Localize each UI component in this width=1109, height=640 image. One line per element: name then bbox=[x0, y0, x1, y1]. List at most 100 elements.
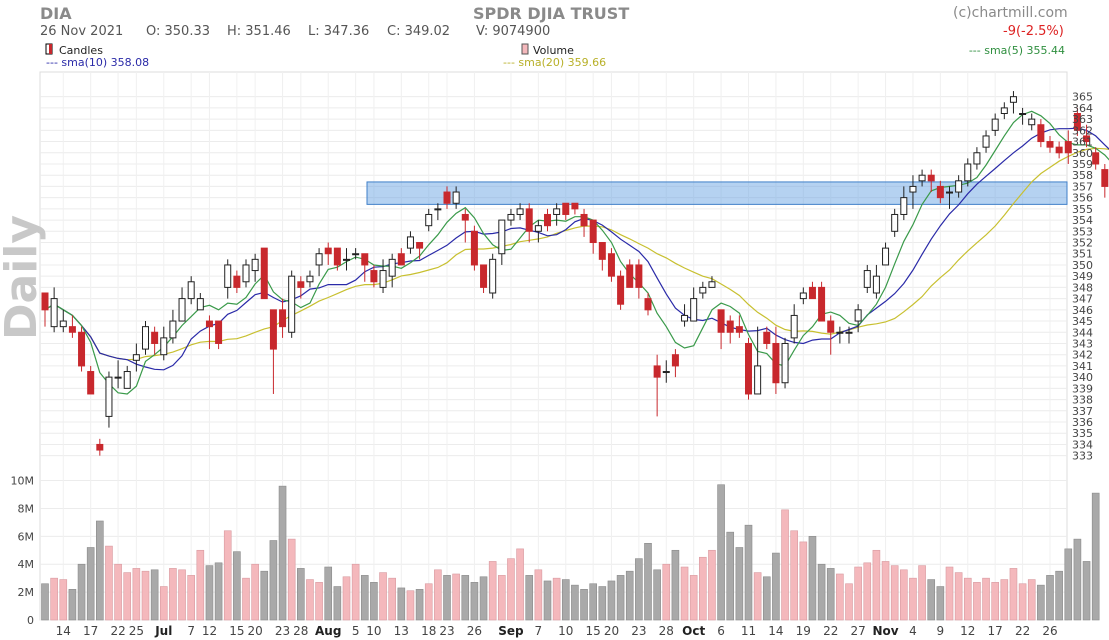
price-tick-label: 365 bbox=[1072, 91, 1093, 104]
volume-bar bbox=[817, 563, 826, 621]
low-label: L: 347.36 bbox=[308, 24, 370, 39]
volume-bar bbox=[762, 576, 771, 621]
candle-body bbox=[799, 292, 807, 300]
volume-bar bbox=[415, 589, 424, 621]
candle-body bbox=[397, 253, 405, 266]
candle-body bbox=[699, 286, 707, 294]
volume-bar bbox=[1009, 568, 1018, 621]
volume-bar bbox=[653, 569, 661, 621]
candle-body bbox=[790, 314, 798, 339]
candle-body bbox=[882, 247, 890, 266]
candle-body bbox=[726, 320, 734, 333]
candle-body bbox=[653, 365, 661, 378]
candle-body bbox=[854, 309, 862, 322]
date-label: 26 Nov 2021 bbox=[40, 24, 124, 39]
copyright-label: (c)chartmill.com bbox=[953, 5, 1068, 21]
price-tick-label: 346 bbox=[1072, 304, 1093, 317]
time-tick-label: 7 bbox=[187, 624, 195, 638]
volume-bar bbox=[351, 563, 360, 621]
candle-body bbox=[1019, 113, 1027, 116]
candle-body bbox=[352, 253, 360, 256]
candle-body bbox=[187, 281, 195, 300]
volume-bar bbox=[50, 577, 58, 621]
candle-body bbox=[288, 275, 296, 333]
high-label: H: 351.46 bbox=[227, 24, 291, 39]
time-tick-label: 20 bbox=[247, 624, 262, 638]
price-tick-label: 359 bbox=[1072, 158, 1093, 171]
candle-body bbox=[717, 309, 725, 333]
candle-body bbox=[416, 242, 424, 249]
volume-bar bbox=[434, 569, 442, 621]
volume-tick-label: 2M bbox=[18, 586, 35, 599]
candle-body bbox=[818, 286, 826, 322]
volume-bar bbox=[488, 561, 497, 621]
time-tick-label: Sep bbox=[498, 624, 524, 638]
time-tick-label: 23 bbox=[275, 624, 290, 638]
candle-body bbox=[379, 270, 387, 288]
price-tick-label: 355 bbox=[1072, 203, 1093, 216]
legend-sma5: --- sma(5) 355.44 bbox=[969, 44, 1065, 57]
candle-body bbox=[160, 337, 168, 356]
sma10-line bbox=[44, 127, 1109, 371]
volume-bar bbox=[525, 575, 534, 621]
time-tick-label: 14 bbox=[56, 624, 71, 638]
volume-bar bbox=[470, 582, 479, 621]
candle-body bbox=[863, 270, 871, 288]
candle-body bbox=[918, 174, 926, 182]
volume-bar bbox=[159, 586, 168, 621]
candle-body bbox=[343, 258, 350, 261]
time-tick-label: 14 bbox=[768, 624, 783, 638]
legend-candles: Candles bbox=[59, 44, 103, 57]
candle-body bbox=[845, 331, 853, 334]
volume-bar bbox=[251, 563, 259, 621]
candle-body bbox=[827, 320, 835, 333]
volume-bar bbox=[242, 577, 250, 621]
candle-body bbox=[96, 443, 104, 451]
candle-body bbox=[279, 309, 287, 328]
candle-body bbox=[644, 298, 652, 311]
candle-body bbox=[370, 270, 378, 283]
candle-body bbox=[836, 331, 844, 334]
candle-body bbox=[233, 275, 241, 288]
candle-body bbox=[763, 331, 771, 344]
candle-body bbox=[708, 281, 716, 288]
volume-bar bbox=[86, 547, 95, 621]
time-tick-label: 22 bbox=[110, 624, 125, 638]
time-tick-label: Oct bbox=[682, 624, 705, 638]
volume-bar bbox=[708, 549, 716, 621]
volume-bar bbox=[936, 586, 945, 621]
price-tick-label: 333 bbox=[1072, 450, 1093, 463]
volume-bar bbox=[452, 573, 460, 621]
price-tick-label: 362 bbox=[1072, 124, 1093, 137]
time-tick-label: Aug bbox=[315, 624, 341, 638]
time-tick-label: 17 bbox=[988, 624, 1003, 638]
candle-body bbox=[580, 213, 588, 227]
candle-body bbox=[324, 247, 332, 255]
time-tick-label: 28 bbox=[659, 624, 674, 638]
volume-bar bbox=[150, 569, 159, 621]
grid bbox=[39, 71, 1068, 621]
volume-bar bbox=[1064, 548, 1073, 621]
volume-tick-label: 8M bbox=[18, 502, 35, 515]
time-tick-label: 15 bbox=[229, 624, 244, 638]
time-tick-label: 17 bbox=[83, 624, 98, 638]
volume-bar bbox=[699, 556, 707, 621]
volume-bar bbox=[297, 568, 305, 621]
volume-bar bbox=[552, 577, 561, 621]
candle-body bbox=[507, 213, 515, 221]
candle-body bbox=[955, 180, 963, 193]
candle-body bbox=[114, 376, 122, 379]
price-tick-label: 351 bbox=[1072, 248, 1093, 261]
time-tick-label: 23 bbox=[631, 624, 646, 638]
price-tick-label: 338 bbox=[1072, 394, 1093, 407]
volume-bar bbox=[543, 580, 552, 621]
volume-bar bbox=[689, 575, 698, 621]
volume-bar bbox=[836, 573, 844, 621]
time-tick-label: 7 bbox=[535, 624, 543, 638]
candle-body bbox=[553, 208, 561, 215]
price-tick-label: 352 bbox=[1072, 237, 1093, 250]
volume-tick-label: 4M bbox=[18, 558, 35, 571]
volume-bar bbox=[1018, 583, 1027, 621]
time-tick-label: 20 bbox=[604, 624, 619, 638]
candle-body bbox=[151, 331, 159, 344]
